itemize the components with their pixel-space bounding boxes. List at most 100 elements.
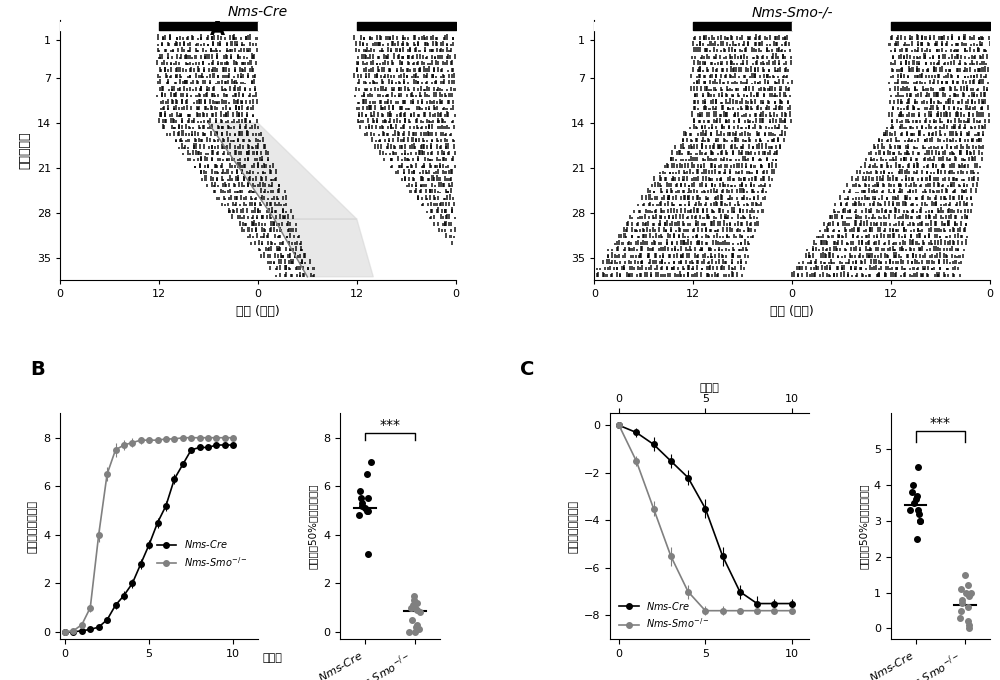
Bar — [722, 67, 724, 71]
Bar — [623, 265, 625, 271]
Bar — [691, 184, 693, 187]
Bar — [896, 229, 899, 232]
Bar — [902, 201, 904, 206]
Bar — [877, 247, 879, 251]
Bar — [254, 86, 256, 91]
Bar — [747, 42, 749, 46]
Bar — [715, 201, 717, 206]
Bar — [908, 112, 910, 116]
Bar — [693, 118, 695, 123]
Bar — [257, 209, 259, 213]
Bar — [234, 80, 237, 84]
Bar — [290, 259, 292, 264]
Bar — [448, 93, 450, 97]
Bar — [596, 268, 598, 271]
Bar — [253, 54, 255, 59]
Bar — [844, 197, 846, 200]
Bar — [438, 159, 441, 161]
Bar — [389, 112, 391, 116]
Bar — [776, 114, 778, 116]
Bar — [221, 86, 223, 91]
Bar — [953, 106, 955, 110]
Bar — [226, 158, 228, 161]
Bar — [713, 56, 715, 59]
Point — [354, 498, 370, 509]
Bar — [247, 182, 249, 187]
Bar — [963, 93, 965, 97]
Bar — [682, 139, 684, 142]
Bar — [454, 226, 456, 232]
Bar — [754, 113, 756, 116]
Bar — [904, 234, 906, 238]
Bar — [774, 67, 776, 71]
Bar — [906, 54, 908, 59]
Bar — [907, 75, 909, 78]
Bar — [263, 196, 265, 200]
Bar — [187, 147, 189, 149]
Bar — [452, 68, 454, 71]
Bar — [665, 230, 667, 232]
Bar — [940, 134, 942, 136]
Bar — [743, 188, 745, 194]
Bar — [452, 42, 454, 46]
Bar — [690, 139, 692, 142]
Bar — [246, 131, 248, 136]
Bar — [764, 133, 766, 136]
Bar — [965, 101, 967, 104]
Bar — [178, 131, 180, 136]
Bar — [935, 147, 937, 149]
Bar — [907, 105, 909, 110]
Bar — [930, 240, 932, 245]
Bar — [276, 222, 278, 226]
Bar — [938, 260, 940, 264]
Bar — [979, 80, 981, 84]
Bar — [911, 241, 913, 245]
Bar — [204, 165, 206, 168]
Bar — [268, 184, 270, 187]
Bar — [186, 88, 188, 91]
Bar — [270, 170, 272, 174]
Bar — [739, 49, 741, 52]
Bar — [431, 140, 433, 142]
Bar — [971, 139, 973, 142]
Bar — [680, 254, 683, 258]
Bar — [380, 100, 382, 104]
Bar — [756, 106, 758, 110]
Bar — [920, 92, 922, 97]
Bar — [440, 101, 442, 104]
Bar — [973, 50, 975, 52]
Bar — [365, 114, 367, 116]
Bar — [878, 139, 880, 142]
Bar — [769, 76, 771, 78]
Bar — [917, 47, 919, 52]
Bar — [706, 198, 708, 200]
Bar — [711, 209, 713, 213]
Bar — [199, 165, 201, 168]
Bar — [899, 169, 901, 174]
Bar — [917, 56, 919, 59]
Bar — [703, 35, 705, 39]
Bar — [402, 133, 404, 136]
Bar — [951, 126, 953, 129]
Bar — [787, 99, 789, 104]
Bar — [240, 151, 242, 155]
Bar — [904, 272, 906, 277]
Bar — [766, 44, 768, 46]
Bar — [721, 95, 723, 97]
Bar — [865, 268, 867, 271]
Bar — [828, 222, 831, 226]
Bar — [299, 243, 301, 245]
Bar — [972, 107, 974, 110]
Bar — [236, 44, 238, 46]
Bar — [409, 146, 411, 149]
Bar — [927, 275, 929, 277]
Bar — [689, 223, 691, 226]
Bar — [864, 184, 866, 187]
Bar — [713, 119, 715, 123]
Bar — [688, 185, 690, 187]
Bar — [298, 267, 301, 271]
Bar — [901, 95, 904, 97]
Bar — [222, 138, 224, 142]
Bar — [971, 177, 974, 181]
Bar — [753, 165, 756, 168]
